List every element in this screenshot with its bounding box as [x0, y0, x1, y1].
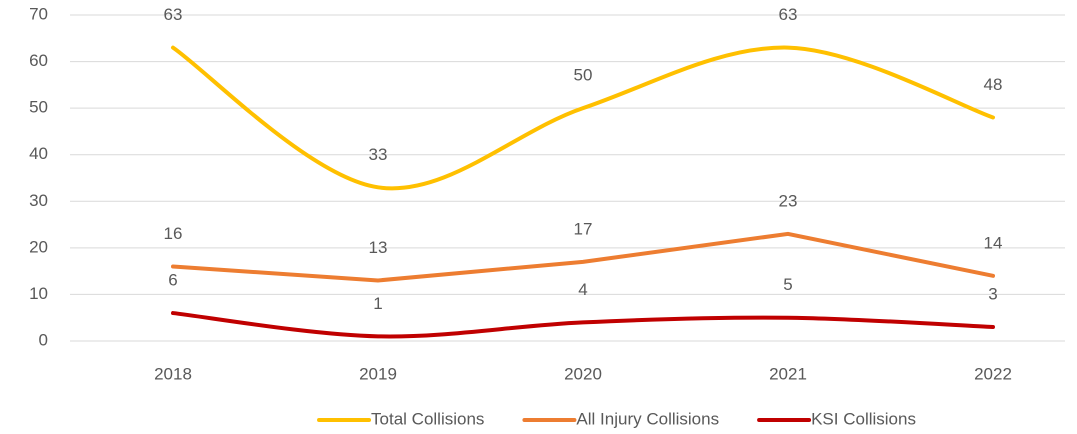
data-label: 5	[783, 275, 792, 294]
legend-label: All Injury Collisions	[576, 409, 719, 428]
x-tick-label: 2021	[769, 364, 807, 383]
data-label: 17	[574, 219, 593, 238]
y-tick-label: 60	[29, 51, 48, 70]
data-label: 1	[373, 294, 382, 313]
data-label: 63	[164, 5, 183, 24]
data-label: 13	[369, 238, 388, 257]
y-tick-label: 0	[39, 330, 48, 349]
x-tick-label: 2022	[974, 364, 1012, 383]
data-label: 23	[779, 191, 798, 210]
y-tick-label: 30	[29, 191, 48, 210]
y-tick-label: 10	[29, 284, 48, 303]
data-label: 14	[984, 233, 1003, 252]
data-label: 6	[168, 271, 177, 290]
data-label: 50	[574, 66, 593, 85]
series-line	[171, 311, 995, 339]
data-label: 16	[164, 224, 183, 243]
y-tick-label: 40	[29, 144, 48, 163]
y-tick-label: 70	[29, 4, 48, 23]
x-tick-label: 2018	[154, 364, 192, 383]
legend-label: KSI Collisions	[811, 409, 916, 428]
data-label: 48	[984, 75, 1003, 94]
y-tick-label: 20	[29, 237, 48, 256]
data-label: 63	[779, 5, 798, 24]
data-label: 4	[578, 280, 587, 299]
x-tick-label: 2019	[359, 364, 397, 383]
legend-label: Total Collisions	[371, 409, 484, 428]
data-label: 33	[369, 145, 388, 164]
data-label: 3	[988, 285, 997, 304]
x-tick-label: 2020	[564, 364, 602, 383]
series-line	[171, 231, 995, 283]
series-line	[171, 45, 995, 191]
legend: Total Collisions All Injury Collisions KSI…	[317, 409, 916, 428]
y-tick-label: 50	[29, 98, 48, 117]
